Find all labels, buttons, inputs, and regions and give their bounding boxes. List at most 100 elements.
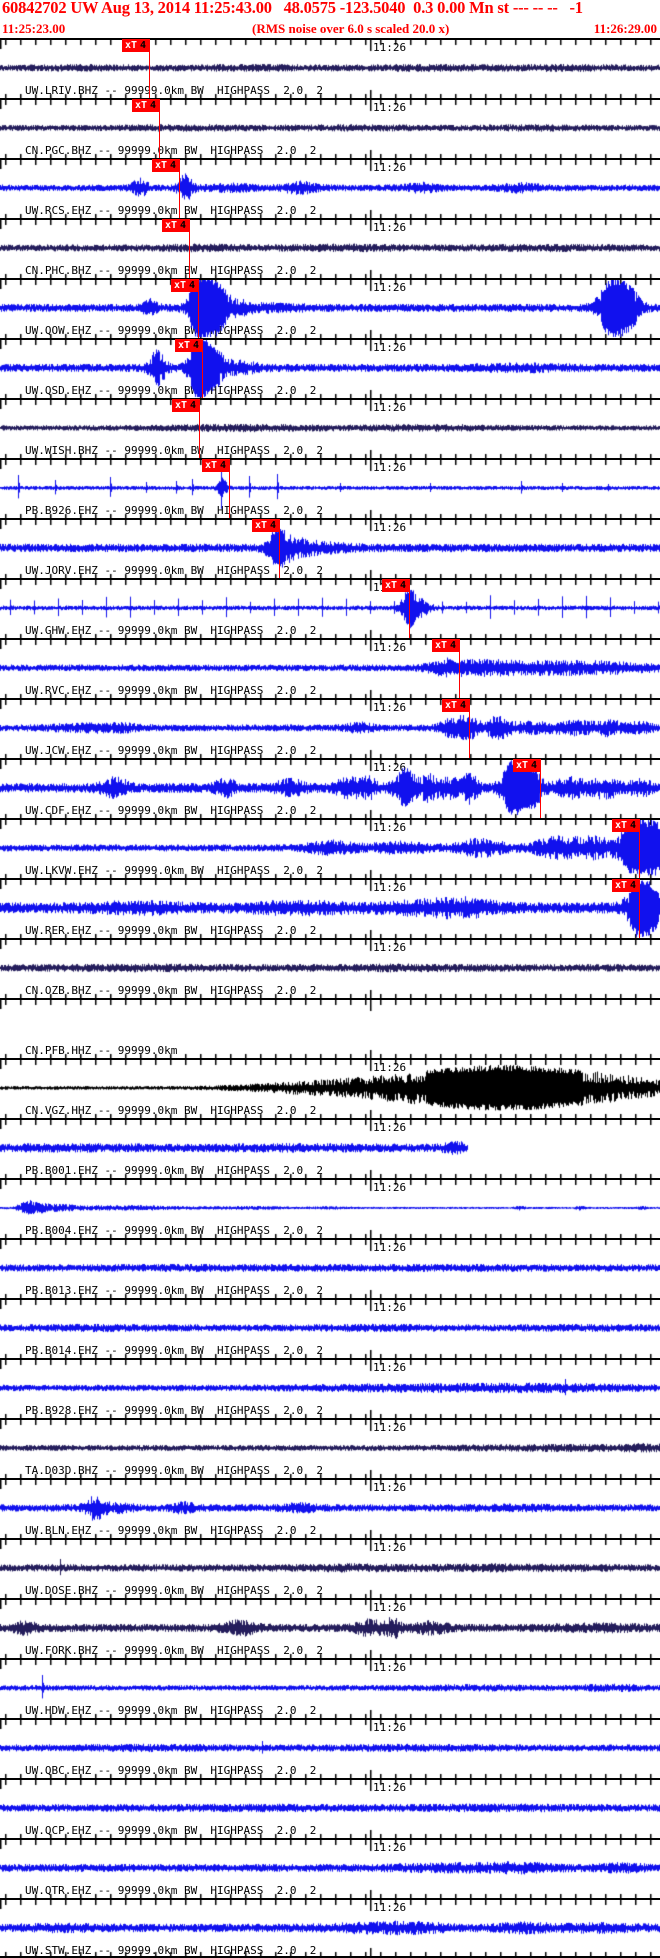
pick-phase-text: xT — [435, 640, 448, 651]
trace-panel: 11:26 xT4 UW.RCS.EHZ -- 99999.0km BW HIG… — [0, 158, 660, 218]
waveform-canvas[interactable] — [0, 1600, 660, 1658]
phase-pick-flag[interactable]: xT 4 — [202, 459, 230, 472]
trace-panel: CN.PFB.HHZ -- 99999.0km — [0, 998, 660, 1058]
pick-phase-text: xT — [255, 520, 268, 531]
waveform-canvas[interactable] — [0, 1000, 660, 1058]
pick-weight-text: 4 — [400, 580, 407, 591]
pick-time-line[interactable] — [638, 892, 640, 938]
waveform-canvas[interactable] — [0, 1720, 660, 1778]
pick-weight-text: 4 — [531, 760, 538, 771]
trace-panel: 11:26 CN.VGZ.HHZ -- 99999.0km BW HIGHPAS… — [0, 1058, 660, 1118]
pick-time-line[interactable] — [228, 472, 230, 518]
phase-pick-flag[interactable]: xT 4 — [513, 759, 541, 772]
waveform-canvas[interactable] — [0, 880, 660, 938]
waveform-canvas[interactable] — [0, 1840, 660, 1898]
window-start-time: 11:25:23.00 — [2, 21, 66, 36]
pick-time-line[interactable] — [201, 352, 203, 398]
pick-phase-text: xT — [385, 580, 398, 591]
phase-pick-flag[interactable]: xT 4 — [432, 639, 460, 652]
waveform-canvas[interactable] — [0, 1780, 660, 1838]
phase-pick-flag[interactable]: xT 4 — [171, 279, 199, 292]
waveform-canvas[interactable] — [0, 1120, 660, 1178]
waveform-canvas[interactable] — [0, 1900, 660, 1956]
trace-panel: 11:26 xT4 UW.GHW.EHZ -- 99999.0km BW HIG… — [0, 578, 660, 638]
waveform-canvas[interactable] — [0, 700, 660, 758]
waveform-canvas[interactable] — [0, 1180, 660, 1238]
pick-time-line[interactable] — [178, 172, 180, 218]
waveform-canvas[interactable] — [0, 820, 660, 878]
waveform-canvas[interactable] — [0, 1300, 660, 1358]
trace-panel: 11:26 TA.D03D.BHZ -- 99999.0km BW HIGHPA… — [0, 1418, 660, 1478]
trace-panel: 11:26 xT4 CN.PGC.BHZ -- 99999.0km BW HIG… — [0, 98, 660, 158]
pick-weight-text: 4 — [630, 880, 637, 891]
waveform-canvas[interactable] — [0, 160, 660, 218]
pick-time-line[interactable] — [458, 652, 460, 698]
rms-scaling-note: (RMS noise over 6.0 s scaled 20.0 x) — [252, 21, 450, 36]
waveform-canvas[interactable] — [0, 400, 660, 458]
pick-time-line[interactable] — [638, 832, 640, 878]
waveform-canvas[interactable] — [0, 1660, 660, 1718]
trace-panel: 11:26 xT4 CN.PHC.BHZ -- 99999.0km BW HIG… — [0, 218, 660, 278]
trace-panel: 11:26 UW.STW.EHZ -- 99999.0km BW HIGHPAS… — [0, 1898, 660, 1958]
pick-time-line[interactable] — [197, 292, 199, 338]
waveform-canvas[interactable] — [0, 940, 660, 998]
trace-panel: 11:26 UW.QCP.EHZ -- 99999.0km BW HIGHPAS… — [0, 1778, 660, 1838]
pick-weight-text: 4 — [220, 460, 227, 471]
pick-phase-text: xT — [174, 280, 187, 291]
waveform-canvas[interactable] — [0, 1360, 660, 1418]
trace-panel: 11:26 PB.B013.EHZ -- 99999.0km BW HIGHPA… — [0, 1238, 660, 1298]
pick-weight-text: 4 — [270, 520, 277, 531]
waveform-canvas[interactable] — [0, 1060, 660, 1118]
waveform-canvas[interactable] — [0, 40, 660, 98]
waveform-canvas[interactable] — [0, 220, 660, 278]
phase-pick-flag[interactable]: xT 4 — [132, 99, 160, 112]
pick-time-line[interactable] — [158, 112, 160, 158]
pick-weight-text: 4 — [193, 340, 200, 351]
trace-panel: 11:26 xT4 UW.QOW.EHZ -- 99999.0km BW HIG… — [0, 278, 660, 338]
phase-pick-flag[interactable]: xT 4 — [382, 579, 410, 592]
pick-weight-text: 4 — [180, 220, 187, 231]
pick-weight-text: 4 — [630, 820, 637, 831]
pick-time-line[interactable] — [539, 772, 541, 818]
event-header: 60842702 UW Aug 13, 2014 11:25:43.00 48.… — [0, 0, 660, 38]
pick-phase-text: xT — [125, 40, 138, 51]
waveform-canvas[interactable] — [0, 580, 660, 638]
phase-pick-flag[interactable]: xT 4 — [162, 219, 190, 232]
waveform-canvas[interactable] — [0, 340, 660, 398]
pick-time-line[interactable] — [408, 592, 410, 638]
pick-phase-text: xT — [178, 340, 191, 351]
waveform-canvas[interactable] — [0, 460, 660, 518]
pick-time-line[interactable] — [198, 412, 200, 458]
phase-pick-flag[interactable]: xT 4 — [612, 879, 640, 892]
pick-time-line[interactable] — [278, 532, 280, 578]
pick-time-line[interactable] — [468, 712, 470, 758]
waveform-canvas[interactable] — [0, 520, 660, 578]
waveform-canvas[interactable] — [0, 1420, 660, 1478]
trace-panel: 11:26 UW.BLN.EHZ -- 99999.0km BW HIGHPAS… — [0, 1478, 660, 1538]
phase-pick-flag[interactable]: xT 4 — [152, 159, 180, 172]
trace-panel: 11:26 xT4 UW.WISH.BHZ -- 99999.0km BW HI… — [0, 398, 660, 458]
waveform-canvas[interactable] — [0, 1480, 660, 1538]
trace-panel: 11:26 UW.HDW.EHZ -- 99999.0km BW HIGHPAS… — [0, 1658, 660, 1718]
trace-panel: 11:26 CN.OZB.BHZ -- 99999.0km BW HIGHPAS… — [0, 938, 660, 998]
phase-pick-flag[interactable]: xT 4 — [122, 39, 150, 52]
waveform-canvas[interactable] — [0, 100, 660, 158]
pick-time-line[interactable] — [148, 52, 150, 98]
trace-panel: 11:26 PB.B001.EHZ -- 99999.0km BW HIGHPA… — [0, 1118, 660, 1178]
trace-panel: 11:26 xT4 UW.JORV.EHZ -- 99999.0km BW HI… — [0, 518, 660, 578]
waveform-canvas[interactable] — [0, 1540, 660, 1598]
waveform-canvas[interactable] — [0, 280, 660, 338]
phase-pick-flag[interactable]: xT 4 — [612, 819, 640, 832]
phase-pick-flag[interactable]: xT 4 — [175, 339, 203, 352]
waveform-canvas[interactable] — [0, 760, 660, 818]
phase-pick-flag[interactable]: xT 4 — [252, 519, 280, 532]
phase-pick-flag[interactable]: xT 4 — [172, 399, 200, 412]
window-end-time: 11:26:29.00 — [593, 21, 657, 36]
trace-panel: 11:26 xT4 UW.JCW.EHZ -- 99999.0km BW HIG… — [0, 698, 660, 758]
phase-pick-flag[interactable]: xT 4 — [442, 699, 470, 712]
waveform-canvas[interactable] — [0, 1240, 660, 1298]
pick-time-line[interactable] — [188, 232, 190, 278]
waveform-canvas[interactable] — [0, 640, 660, 698]
trace-panel: 11:26 xT4 UW.CDF.EHZ -- 99999.0km BW HIG… — [0, 758, 660, 818]
